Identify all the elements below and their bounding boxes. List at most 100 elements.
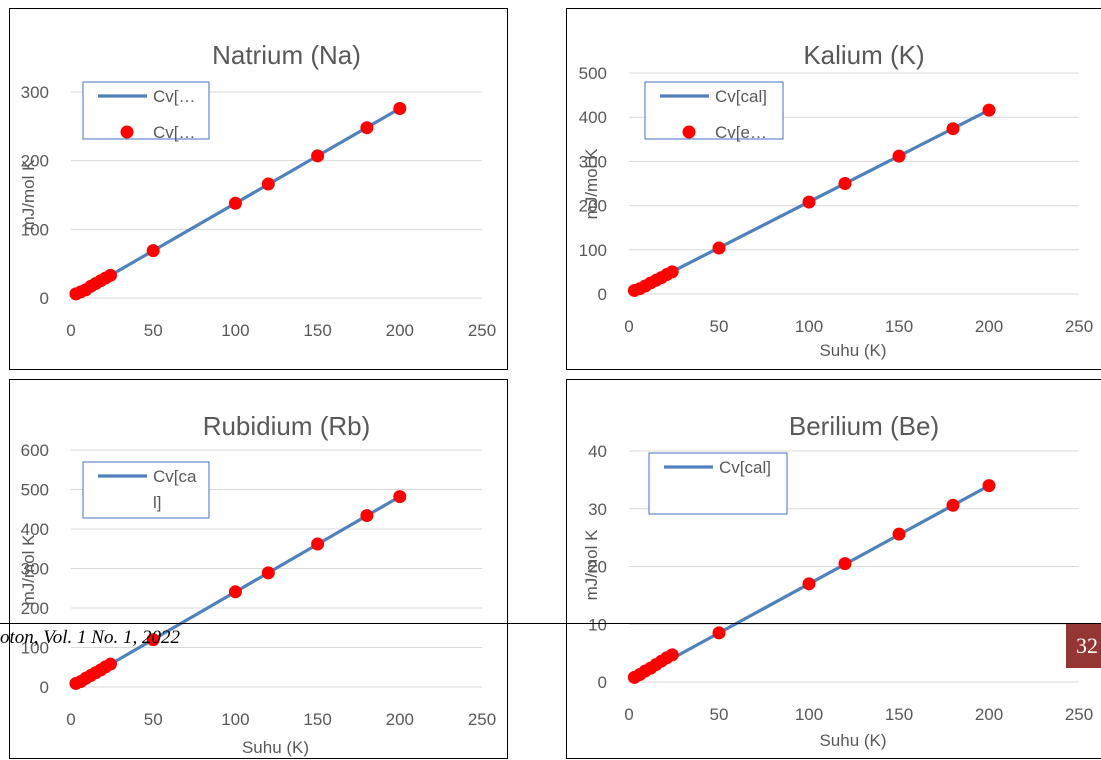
x-axis-label: Suhu (K) [819, 731, 886, 750]
chart-svg-natrium: 0 100 200 300 0 50 100 150 200 250 Natrium (Na) mJ/… [19, 40, 496, 340]
x-tick-label: 250 [1065, 705, 1093, 724]
legend-box [82, 81, 210, 140]
data-point [393, 490, 407, 504]
chart-panel-rubidium: 0 100 200 300 400 500 600 0 50 100 150 200 250 Rubidi… [9, 379, 508, 759]
x-tick-label: 250 [468, 321, 496, 340]
data-point [665, 648, 679, 662]
x-tick-label: 150 [885, 317, 913, 336]
y-tick-label: 40 [588, 442, 607, 461]
data-point [712, 241, 726, 255]
y-tick-label: 0 [40, 678, 49, 697]
data-point [802, 577, 816, 591]
chart-svg-rubidium: 0 100 200 300 400 500 600 0 50 100 150 200 250 Rubidi… [19, 411, 496, 757]
legend-label: Cv[cal] [719, 458, 771, 477]
data-point [838, 557, 852, 571]
y-tick-label: 100 [21, 639, 49, 658]
y-tick-label: 200 [579, 197, 607, 216]
legend-marker [120, 125, 134, 139]
chart-title: Rubidium (Rb) [203, 411, 371, 441]
data-point [228, 196, 242, 210]
y-tick-label: 200 [21, 152, 49, 171]
y-axis-label: mJ/mol K [582, 148, 601, 220]
chart-panel-natrium: 0 100 200 300 0 50 100 150 200 250 Natrium (Na) mJ/… [9, 8, 508, 370]
page-number-badge: 32 [1066, 624, 1101, 668]
data-point [982, 479, 996, 493]
y-tick-label: 500 [21, 481, 49, 500]
y-tick-label: 10 [588, 615, 607, 634]
footer-rule [0, 623, 1101, 624]
x-tick-label: 100 [795, 705, 823, 724]
data-point [982, 103, 996, 117]
data-point [393, 101, 407, 115]
y-tick-label: 400 [579, 108, 607, 127]
y-tick-label: 0 [598, 673, 607, 692]
legend-box [82, 461, 210, 519]
chart-svg-berilium: 0 10 20 30 40 0 50 100 150 200 250 Berilium (Be) Suh… [582, 411, 1093, 750]
y-tick-label: 500 [579, 64, 607, 83]
chart-svg-kalium: 0 100 200 300 400 500 0 50 100 150 200 250 Kalium (K… [579, 40, 1094, 360]
chart-title: Kalium (K) [803, 40, 924, 70]
x-tick-label: 150 [303, 710, 331, 729]
x-axis-label: Suhu (K) [819, 341, 886, 360]
x-tick-label: 0 [66, 321, 75, 340]
journal-citation: oton, Vol. 1 No. 1, 2022 [0, 627, 180, 648]
y-tick-label: 0 [598, 285, 607, 304]
data-point [360, 509, 374, 523]
y-tick-label: 30 [588, 500, 607, 519]
x-tick-label: 100 [795, 317, 823, 336]
x-tick-label: 250 [1065, 317, 1093, 336]
legend-box [648, 452, 788, 515]
y-tick-label: 300 [21, 83, 49, 102]
legend-box [644, 81, 784, 140]
y-tick-label: 100 [579, 241, 607, 260]
y-tick-label: 300 [579, 152, 607, 171]
x-axis-label: Suhu (K) [242, 738, 309, 757]
legend-marker [682, 125, 696, 139]
x-tick-label: 150 [885, 705, 913, 724]
data-point [838, 177, 852, 190]
data-point [892, 149, 906, 163]
y-tick-label: 0 [40, 289, 49, 308]
x-tick-label: 50 [710, 317, 729, 336]
x-tick-label: 250 [468, 710, 496, 729]
chart-title: Natrium (Na) [212, 40, 361, 70]
x-tick-label: 200 [975, 705, 1003, 724]
data-point [146, 633, 160, 647]
x-tick-label: 0 [624, 705, 633, 724]
data-point [311, 149, 325, 163]
data-point [360, 121, 374, 135]
legend-label: Cv[… [153, 87, 196, 106]
data-point [146, 244, 160, 258]
data-point [261, 566, 275, 580]
data-point [802, 195, 816, 209]
data-point [103, 268, 117, 282]
chart-title: Berilium (Be) [789, 411, 939, 441]
data-point [892, 527, 906, 541]
legend-label: Cv[ca [153, 467, 197, 486]
x-tick-label: 200 [386, 710, 414, 729]
data-point [712, 626, 726, 640]
y-axis-label: mJ/mol K [19, 159, 38, 231]
x-tick-label: 100 [221, 710, 249, 729]
y-tick-label: 200 [21, 599, 49, 618]
legend-label: Cv[e… [715, 123, 767, 142]
data-point [311, 537, 325, 551]
y-tick-label: 20 [588, 558, 607, 577]
x-tick-label: 150 [303, 321, 331, 340]
x-tick-label: 50 [710, 705, 729, 724]
legend-label: l] [153, 493, 162, 512]
y-tick-label: 100 [21, 220, 49, 239]
chart-panel-berilium: 0 10 20 30 40 0 50 100 150 200 250 Berilium (Be) Suh… [566, 379, 1101, 759]
legend-label: Cv[… [153, 123, 196, 142]
y-tick-label: 600 [21, 441, 49, 460]
x-tick-label: 50 [144, 710, 163, 729]
data-point [103, 657, 117, 671]
x-tick-label: 100 [221, 321, 249, 340]
data-point [946, 498, 960, 512]
x-tick-label: 0 [66, 710, 75, 729]
y-tick-label: 400 [21, 520, 49, 539]
data-point [946, 122, 960, 136]
x-tick-label: 0 [624, 317, 633, 336]
data-point [665, 265, 679, 279]
y-axis-label: mJ/mol K [19, 534, 38, 606]
